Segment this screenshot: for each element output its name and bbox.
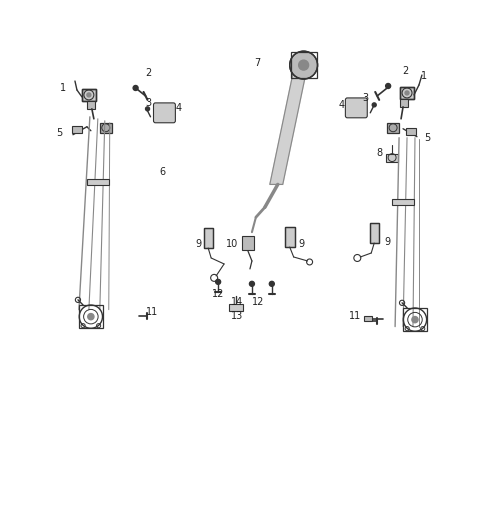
Bar — [204, 228, 213, 248]
Bar — [82, 89, 96, 101]
Text: 9: 9 — [299, 239, 305, 249]
Text: 9: 9 — [195, 239, 201, 249]
Bar — [87, 179, 109, 185]
Bar — [386, 154, 398, 162]
Text: 3: 3 — [362, 93, 368, 103]
Bar — [229, 304, 243, 311]
Text: 5: 5 — [424, 133, 430, 143]
Circle shape — [216, 280, 221, 284]
Text: 1: 1 — [60, 83, 66, 93]
Text: 3: 3 — [145, 98, 152, 108]
Text: 13: 13 — [231, 311, 243, 321]
Bar — [406, 128, 416, 135]
Text: 10: 10 — [226, 239, 238, 249]
Text: 5: 5 — [56, 127, 62, 138]
Text: 1: 1 — [421, 71, 427, 81]
Circle shape — [269, 282, 274, 286]
Text: 12: 12 — [252, 297, 264, 307]
Text: 2: 2 — [402, 66, 408, 76]
Bar — [82, 89, 96, 101]
Bar — [392, 199, 414, 205]
Circle shape — [88, 313, 94, 320]
Circle shape — [372, 103, 376, 107]
Text: 7: 7 — [254, 58, 260, 68]
Text: 11: 11 — [146, 307, 158, 317]
Bar — [100, 123, 112, 133]
Text: 4: 4 — [175, 103, 181, 113]
Bar — [242, 236, 254, 250]
FancyBboxPatch shape — [154, 103, 175, 123]
Bar — [403, 308, 427, 331]
Circle shape — [145, 107, 150, 111]
Bar — [204, 228, 213, 248]
Bar — [79, 305, 103, 328]
Circle shape — [405, 91, 409, 95]
Text: 8: 8 — [376, 147, 382, 158]
Text: 11: 11 — [349, 311, 361, 321]
Text: 2: 2 — [145, 68, 152, 78]
Text: 4: 4 — [338, 100, 345, 110]
Circle shape — [250, 282, 254, 286]
Text: 9: 9 — [384, 237, 390, 247]
Bar — [291, 52, 316, 78]
Circle shape — [87, 93, 91, 97]
Bar — [400, 87, 414, 99]
Bar — [285, 227, 295, 247]
Bar — [370, 223, 379, 243]
Bar — [400, 87, 414, 99]
Bar — [87, 101, 95, 109]
Polygon shape — [270, 65, 308, 184]
Bar — [400, 99, 408, 107]
Bar — [72, 126, 82, 133]
Text: 12: 12 — [212, 289, 224, 299]
Bar — [364, 316, 372, 321]
Circle shape — [385, 83, 391, 89]
Bar — [370, 223, 379, 243]
FancyBboxPatch shape — [346, 98, 367, 118]
Circle shape — [412, 316, 418, 323]
Circle shape — [290, 51, 318, 79]
Bar — [387, 123, 399, 133]
Circle shape — [133, 86, 138, 91]
Text: 6: 6 — [159, 167, 166, 178]
Circle shape — [299, 60, 309, 70]
Text: 14: 14 — [231, 297, 243, 307]
Bar — [285, 227, 295, 247]
